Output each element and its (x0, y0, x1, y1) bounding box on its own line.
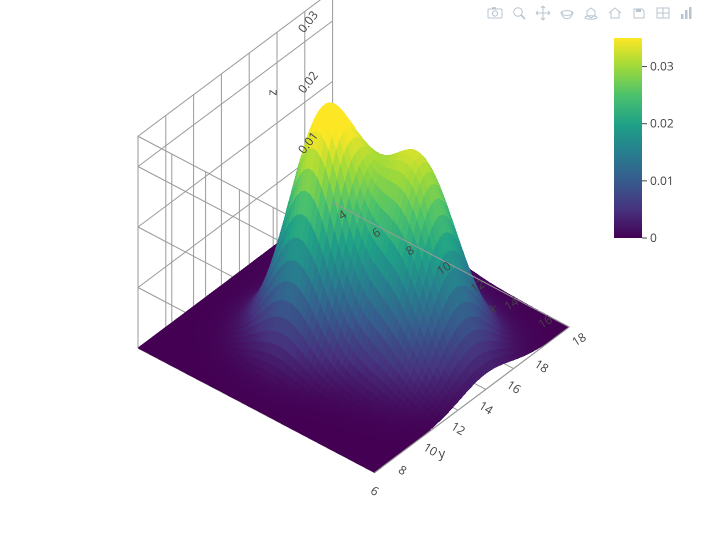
y-tick-label: 8 (395, 461, 410, 479)
y-tick-label: 18 (531, 355, 552, 377)
surface-plot[interactable]: 46810121416186810121416180.010.020.03 xy… (0, 0, 704, 556)
y-tick-label: 6 (368, 482, 383, 500)
plot-root: { "chart": { "type": "surface-3d", "widt… (0, 0, 704, 556)
surface-mesh (138, 103, 569, 473)
y-tick-label: 12 (448, 418, 469, 440)
y-tick-label: 14 (476, 397, 497, 419)
y-tick-label: 16 (504, 376, 525, 398)
x-tick-label: 18 (568, 328, 589, 350)
z-axis-label: z (263, 89, 281, 95)
x-axis-label: x (489, 299, 496, 317)
y-axis-label: y (439, 444, 446, 462)
